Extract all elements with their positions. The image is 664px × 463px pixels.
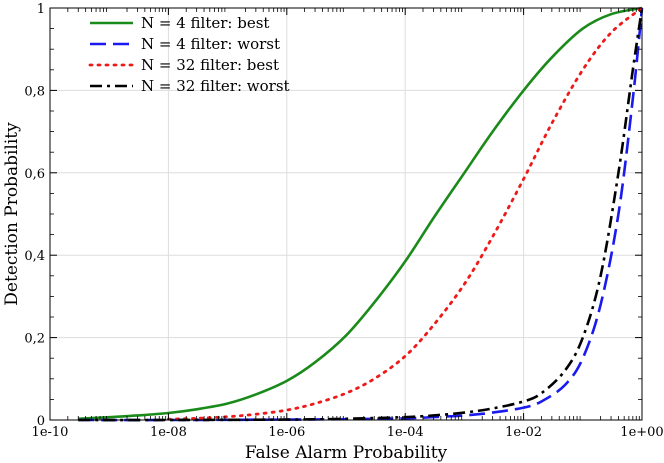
x-tick-label: 1e-02 bbox=[505, 425, 542, 440]
y-tick-label: 1 bbox=[37, 2, 45, 17]
series-line-3 bbox=[167, 6, 644, 421]
x-tick-label: 1e+00 bbox=[620, 425, 663, 440]
tick-labels: 1e-10 1e-08 1e-06 1e-04 1e-02 1e+00 0 0,2 0,4 0,6… bbox=[24, 2, 663, 440]
legend-label-2: N = 4 filter: worst bbox=[141, 35, 280, 53]
y-tick-label: 0,4 bbox=[24, 249, 45, 264]
x-tick-label: 1e-10 bbox=[32, 425, 69, 440]
y-tick-label: 0,6 bbox=[24, 167, 45, 182]
legend-label-4: N = 32 filter: worst bbox=[141, 77, 290, 95]
y-tick-label: 0 bbox=[37, 414, 45, 429]
series-line-1 bbox=[78, 6, 643, 421]
x-tick-label: 1e-08 bbox=[150, 425, 187, 440]
legend: N = 4 filter: best N = 4 filter: worst N =… bbox=[88, 14, 290, 95]
ticks bbox=[49, 7, 643, 421]
legend-label-3: N = 32 filter: best bbox=[141, 56, 279, 74]
x-tick-label: 1e-06 bbox=[268, 425, 305, 440]
legend-label-1: N = 4 filter: best bbox=[141, 14, 269, 32]
y-axis-title: Detection Probability bbox=[2, 122, 22, 306]
x-axis-title: False Alarm Probability bbox=[245, 443, 448, 463]
y-tick-label: 0,2 bbox=[24, 332, 45, 347]
x-tick-label: 1e-04 bbox=[387, 425, 424, 440]
y-tick-label: 0,8 bbox=[24, 84, 45, 99]
